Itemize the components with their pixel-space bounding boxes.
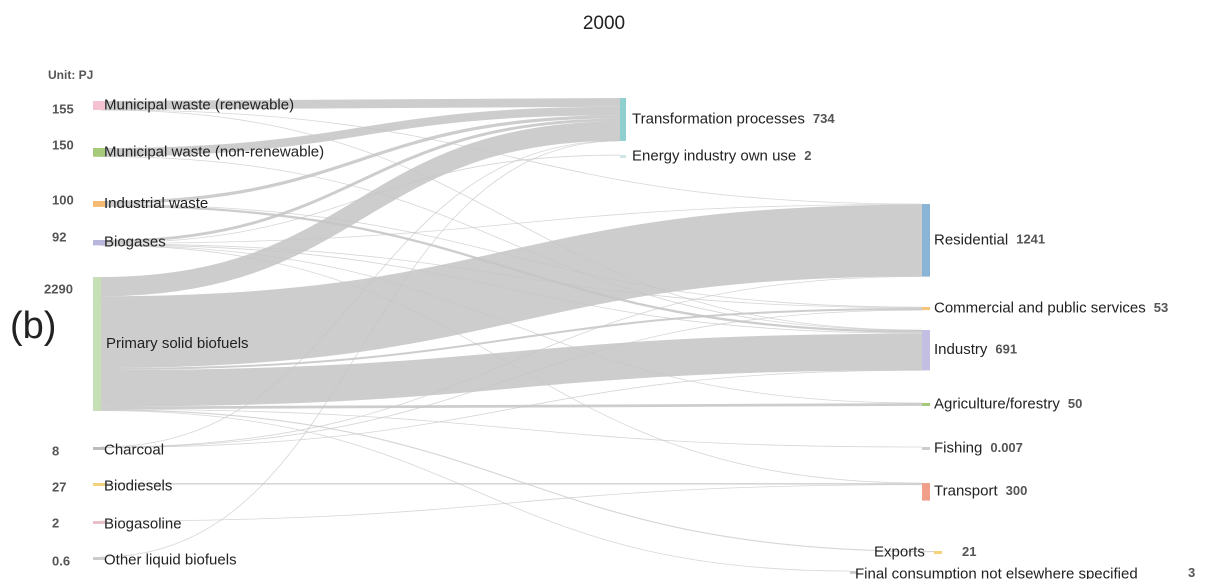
source-node bbox=[93, 277, 101, 411]
target-value: 734 bbox=[813, 111, 835, 126]
target-node bbox=[922, 483, 930, 501]
source-value: 8 bbox=[52, 443, 59, 458]
source-label: Primary solid biofuels bbox=[106, 335, 249, 352]
source-value: 2290 bbox=[44, 281, 73, 296]
target-label: Agriculture/forestry bbox=[934, 395, 1060, 412]
link bbox=[100, 410, 851, 572]
target-label: Exports bbox=[874, 543, 925, 560]
target-value: 1241 bbox=[1016, 232, 1045, 247]
target-node bbox=[850, 571, 858, 574]
target-label: Energy industry own use bbox=[632, 147, 796, 164]
source-node bbox=[93, 101, 105, 111]
source-label: Industrial waste bbox=[104, 195, 208, 212]
panel-label: (b) bbox=[10, 305, 56, 347]
source-value: 100 bbox=[52, 192, 74, 207]
source-value: 27 bbox=[52, 479, 66, 494]
target-value: 2 bbox=[804, 148, 811, 163]
chart-title: 2000 bbox=[583, 13, 625, 34]
link bbox=[100, 106, 621, 157]
target-value: 53 bbox=[1154, 300, 1168, 315]
source-node bbox=[93, 557, 105, 560]
source-label: Charcoal bbox=[104, 441, 164, 458]
link bbox=[100, 204, 923, 244]
link bbox=[100, 118, 621, 243]
link bbox=[100, 204, 923, 368]
target-value: 3 bbox=[1188, 565, 1195, 579]
link bbox=[100, 115, 621, 205]
source-node bbox=[93, 447, 105, 450]
target-value: 50 bbox=[1068, 396, 1082, 411]
source-value: 155 bbox=[52, 101, 74, 116]
link bbox=[100, 333, 923, 407]
link bbox=[100, 309, 923, 448]
source-label: Municipal waste (non-renewable) bbox=[104, 143, 324, 160]
source-label: Biogases bbox=[104, 234, 166, 251]
target-node bbox=[922, 403, 930, 406]
link bbox=[100, 109, 923, 331]
link bbox=[100, 121, 621, 297]
source-label: Biodiesels bbox=[104, 477, 172, 494]
target-label: Fishing bbox=[934, 439, 982, 456]
target-label: Residential bbox=[934, 231, 1008, 248]
target-label: Final consumption not elsewhere specifie… bbox=[855, 565, 1138, 579]
link bbox=[100, 403, 923, 410]
link bbox=[100, 409, 935, 553]
links bbox=[100, 97, 935, 572]
target-label: Industry bbox=[934, 341, 988, 358]
target-label: Transformation processes bbox=[632, 110, 805, 127]
source-node bbox=[93, 521, 105, 524]
source-value: 92 bbox=[52, 229, 66, 244]
source-label: Other liquid biofuels bbox=[104, 551, 237, 568]
target-node bbox=[934, 551, 942, 554]
target-value: 21 bbox=[962, 544, 976, 559]
target-node bbox=[922, 204, 930, 277]
link bbox=[100, 97, 621, 110]
target-value: 691 bbox=[995, 342, 1017, 357]
target-node bbox=[922, 330, 930, 371]
link bbox=[100, 307, 923, 371]
link bbox=[100, 109, 923, 205]
source-node bbox=[93, 201, 105, 207]
source-node bbox=[93, 148, 105, 157]
source-node bbox=[93, 483, 105, 486]
target-node bbox=[922, 307, 930, 311]
nodes: Municipal waste (renewable) 155 Municipal … bbox=[44, 97, 1195, 579]
link bbox=[100, 276, 923, 448]
link bbox=[100, 140, 621, 558]
target-value: 0.007 bbox=[990, 440, 1023, 455]
target-node bbox=[620, 98, 626, 141]
target-node bbox=[922, 447, 930, 450]
link bbox=[100, 156, 923, 331]
source-value: 150 bbox=[52, 137, 74, 152]
source-node bbox=[93, 240, 105, 246]
unit-label: Unit: PJ bbox=[48, 68, 93, 82]
link bbox=[100, 484, 923, 522]
target-label: Commercial and public services bbox=[934, 300, 1146, 317]
link bbox=[100, 369, 923, 448]
link bbox=[100, 408, 923, 448]
target-node bbox=[620, 155, 626, 158]
source-label: Municipal waste (renewable) bbox=[104, 97, 294, 114]
target-value: 300 bbox=[1006, 483, 1028, 498]
target-label: Transport bbox=[934, 483, 998, 500]
link bbox=[100, 140, 621, 448]
source-label: Biogasoline bbox=[104, 515, 182, 532]
source-value: 0.6 bbox=[52, 553, 70, 568]
source-value: 2 bbox=[52, 515, 59, 530]
